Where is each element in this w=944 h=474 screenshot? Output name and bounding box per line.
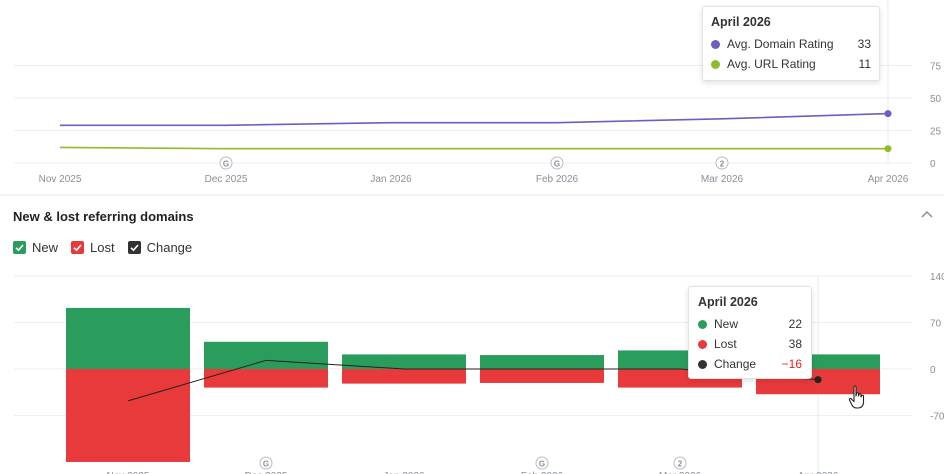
annotation-marker-label: 2 [720, 160, 725, 169]
y-tick-label: -70 [930, 411, 944, 422]
x-tick-label: Dec 2025 [205, 174, 248, 185]
annotation-marker-icon [715, 156, 729, 170]
domains-tooltip-label: Lost [714, 337, 737, 351]
x-tick-label: Nov 2025 [107, 471, 150, 474]
y-tick-label: 140 [930, 272, 944, 283]
rating-tooltip-row-url: Avg. URL Rating 11 [711, 54, 871, 74]
new-checkbox[interactable] [13, 241, 26, 254]
legend-label: New [32, 240, 59, 255]
bar-new [204, 341, 328, 369]
bar-lost [480, 369, 604, 383]
hand-pointer-cursor-icon [848, 385, 865, 409]
rating-tooltip-value: 33 [857, 37, 871, 51]
legend-item-new[interactable]: New [13, 240, 58, 255]
y-tick-label: 75 [930, 62, 942, 73]
bar-new [480, 355, 604, 369]
bar-lost [204, 369, 328, 388]
domains-tooltip-value: −16 [781, 357, 802, 371]
bar-lost [66, 369, 190, 462]
rating-tooltip-value: 11 [858, 57, 871, 71]
y-tick-label: 0 [930, 159, 936, 170]
change-checkbox[interactable] [127, 241, 141, 254]
change-dot-icon [698, 359, 707, 369]
lost-checkbox[interactable] [71, 241, 85, 254]
series-point [884, 145, 892, 153]
legend-item-lost[interactable]: Lost [71, 240, 115, 255]
domains-tooltip-label: Change [714, 357, 757, 371]
y-tick-label: 50 [930, 94, 942, 105]
series-line-domain-rating [60, 112, 889, 127]
domains-tooltip-label: New [714, 317, 739, 331]
lost-dot-icon [698, 339, 707, 349]
series-line-url-rating [59, 146, 888, 150]
domains-tooltip-row-change: Change −16 [698, 354, 802, 374]
x-tick-label: Jan 2026 [370, 174, 412, 185]
rating-tooltip-label: Avg. URL Rating [727, 57, 816, 71]
x-tick-label: Jan 2026 [383, 471, 425, 474]
legend-label: Change [146, 240, 193, 255]
bar-new [342, 354, 466, 369]
domains-tooltip-row-lost: Lost 38 [698, 334, 802, 354]
annotation-marker-label: G [223, 160, 229, 169]
series-point [814, 376, 822, 384]
x-tick-label: Feb 2026 [521, 471, 564, 474]
annotation-marker-label: G [539, 460, 545, 469]
domains-tooltip-value: 22 [788, 317, 802, 331]
domains-tooltip-row-new: New 22 [698, 314, 802, 334]
chart-legend: New Lost Change [13, 240, 205, 255]
annotation-marker-icon [535, 456, 549, 470]
check-icon [130, 244, 139, 252]
domains-tooltip-value: 38 [788, 337, 802, 351]
bar-new [66, 307, 190, 369]
annotation-marker-label: G [263, 460, 269, 469]
rating-tooltip-row-domain: Avg. Domain Rating 33 [711, 34, 871, 54]
annotation-marker-label: 2 [678, 460, 683, 469]
x-tick-label: Feb 2026 [536, 174, 579, 185]
legend-item-change[interactable]: Change [127, 240, 193, 255]
annotation-marker-icon [219, 156, 233, 170]
rating-tooltip-label: Avg. Domain Rating [727, 37, 834, 51]
annotation-marker-icon [673, 456, 687, 470]
y-tick-label: 25 [930, 127, 942, 138]
domains-tooltip-title: April 2026 [698, 295, 758, 309]
new-dot-icon [698, 319, 707, 329]
x-tick-label: Mar 2026 [659, 471, 702, 474]
url-rating-dot-icon [711, 59, 720, 69]
collapse-chevron-up-icon[interactable] [919, 206, 935, 222]
annotation-marker-icon [550, 156, 564, 170]
x-tick-label: Nov 2025 [39, 174, 82, 185]
x-tick-label: Apr 2026 [868, 174, 909, 185]
section-title: New & lost referring domains [13, 209, 194, 224]
domains-tooltip: April 2026 New 22 Lost 38 Change −16 [688, 286, 812, 379]
x-tick-label: Apr 2026 [798, 471, 839, 474]
annotation-marker-icon [259, 456, 273, 470]
y-tick-label: 70 [930, 319, 942, 330]
y-tick-label: 0 [930, 365, 936, 376]
check-icon [73, 244, 82, 252]
check-icon [15, 244, 24, 252]
x-tick-label: Dec 2025 [245, 471, 288, 474]
domain-rating-dot-icon [711, 39, 720, 49]
x-tick-label: Mar 2026 [701, 174, 744, 185]
series-point [884, 110, 892, 118]
rating-tooltip-title: April 2026 [711, 15, 771, 29]
bar-lost [342, 369, 466, 384]
annotation-marker-label: G [554, 160, 560, 169]
legend-label: Lost [90, 240, 115, 255]
rating-tooltip: April 2026 Avg. Domain Rating 33 Avg. UR… [702, 6, 880, 81]
